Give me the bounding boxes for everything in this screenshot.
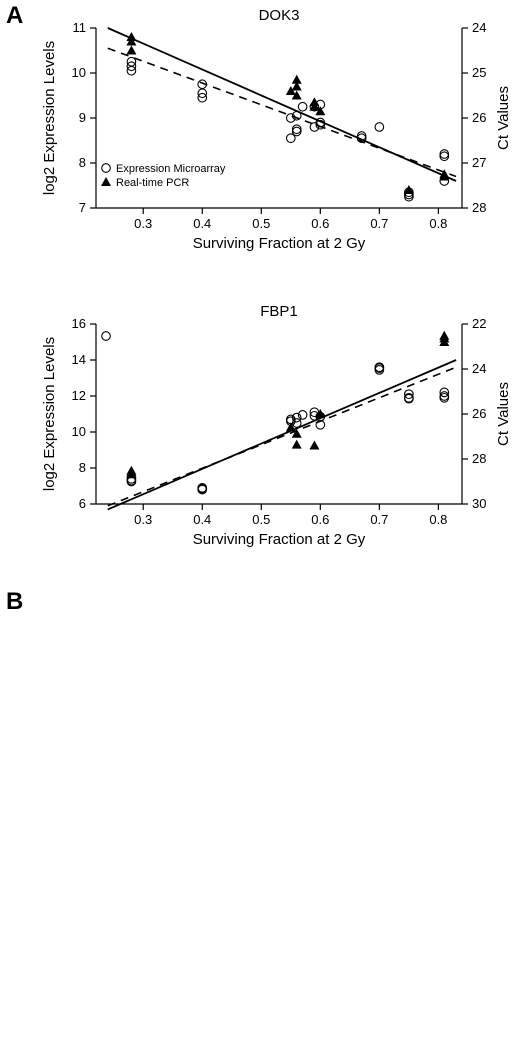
svg-text:22: 22 [472, 316, 486, 331]
svg-text:0.8: 0.8 [429, 216, 447, 231]
svg-text:24: 24 [472, 20, 486, 35]
svg-text:7: 7 [79, 200, 86, 215]
svg-text:27: 27 [472, 155, 486, 170]
svg-text:log2 Expression Levels: log2 Expression Levels [41, 337, 58, 491]
svg-text:0.6: 0.6 [311, 512, 329, 527]
svg-text:0.7: 0.7 [370, 512, 388, 527]
svg-text:DOK3: DOK3 [259, 7, 300, 24]
colorbar [0, 950, 524, 1050]
svg-text:Expression Microarray: Expression Microarray [116, 163, 226, 175]
svg-text:25: 25 [472, 65, 486, 80]
svg-text:10: 10 [72, 424, 86, 439]
svg-text:26: 26 [472, 406, 486, 421]
svg-text:26: 26 [472, 110, 486, 125]
svg-text:Real-time PCR: Real-time PCR [116, 177, 189, 189]
svg-text:14: 14 [72, 352, 86, 367]
svg-text:0.6: 0.6 [311, 216, 329, 231]
svg-text:0.3: 0.3 [134, 512, 152, 527]
svg-text:0.3: 0.3 [134, 216, 152, 231]
svg-text:0.5: 0.5 [252, 216, 270, 231]
svg-text:28: 28 [472, 451, 486, 466]
svg-text:Surviving Fraction at 2 Gy: Surviving Fraction at 2 Gy [193, 531, 366, 548]
svg-text:0.4: 0.4 [193, 216, 211, 231]
svg-text:24: 24 [472, 361, 486, 376]
svg-text:0.8: 0.8 [429, 512, 447, 527]
svg-text:0.7: 0.7 [370, 216, 388, 231]
svg-text:28: 28 [472, 200, 486, 215]
svg-text:log2 Expression Levels: log2 Expression Levels [41, 41, 58, 195]
svg-text:Surviving Fraction at 2 Gy: Surviving Fraction at 2 Gy [193, 235, 366, 252]
heatmaps [0, 594, 524, 954]
svg-text:10: 10 [72, 65, 86, 80]
svg-text:6: 6 [79, 496, 86, 511]
svg-text:Ct Values: Ct Values [495, 382, 512, 446]
panel-a-label: A [6, 2, 23, 30]
svg-text:8: 8 [79, 460, 86, 475]
svg-text:0.5: 0.5 [252, 512, 270, 527]
svg-text:11: 11 [73, 20, 87, 35]
svg-text:9: 9 [79, 110, 86, 125]
svg-text:16: 16 [72, 316, 86, 331]
chart-fbp1: FBP1 0.3 0.4 0.5 0.6 0.7 0.8 6 8 10 12 14 16 22 24 26 28… [38, 300, 518, 560]
svg-text:0.4: 0.4 [193, 512, 211, 527]
svg-text:12: 12 [72, 388, 86, 403]
svg-text:8: 8 [79, 155, 86, 170]
svg-text:FBP1: FBP1 [260, 303, 298, 320]
svg-text:30: 30 [472, 496, 486, 511]
svg-text:Ct Values: Ct Values [495, 86, 512, 150]
chart-dok3: DOK3 0.3 0.4 0.5 0.6 0.7 0.8 7 8 9 10 11 24 25 26 27 28 S… [38, 4, 518, 264]
